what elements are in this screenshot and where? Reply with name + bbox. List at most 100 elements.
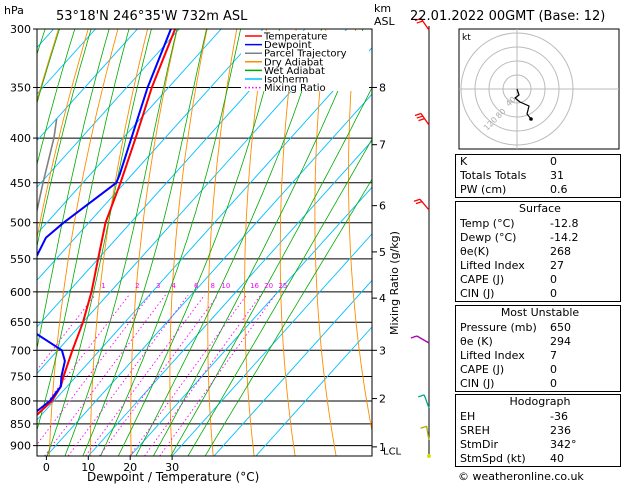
km-tick-label: 3: [379, 344, 386, 357]
hodo-eh: EH-36: [456, 410, 620, 424]
km-tick-label: 6: [379, 200, 386, 213]
hodo-stmspd: StmSpd (kt)40: [456, 452, 620, 466]
wet-adiabat-line: [204, 29, 462, 458]
dry-adiabat-line: [208, 29, 237, 456]
surface-panel: Surface Temp (°C)-12.8 Dewp (°C)-14.2 θe…: [455, 201, 621, 302]
wind-barb-flag: [414, 199, 420, 201]
mixing-ratio-label: 2: [135, 282, 139, 290]
mu-theta-e: θe (K)294: [456, 335, 620, 349]
surface-cape: CAPE (J)0: [456, 273, 620, 287]
hodograph-storm-motion: [529, 117, 533, 121]
surface-dewp: Dewp (°C)-14.2: [456, 231, 620, 245]
header-datetime: 22.01.2022 00GMT (Base: 12): [410, 9, 605, 24]
y-tick-label: 350: [10, 81, 31, 94]
y-tick-label: 300: [10, 23, 31, 36]
wet-adiabat-line: [117, 29, 279, 458]
mixing-ratio-label: 3: [156, 282, 160, 290]
dry-adiabat-line: [349, 29, 378, 456]
wind-barb-flag: [418, 395, 424, 397]
y-tick-label: 900: [10, 440, 31, 453]
km-tick-label: 4: [379, 292, 386, 305]
mixing-ratio-label: 1: [101, 282, 105, 290]
mixing-ratio-label: 6: [194, 282, 199, 290]
header-location: 53°18'N 246°35'W 732m ASL: [56, 9, 248, 24]
y-axis-label: hPa: [4, 4, 24, 17]
mixing-ratio-axis-label: Mixing Ratio (g/kg): [388, 231, 401, 335]
mixing-ratio-line: [28, 295, 150, 456]
dry-adiabat-line: [49, 29, 118, 456]
surface-temp: Temp (°C)-12.8: [456, 217, 620, 231]
wind-barb-flag: [417, 116, 423, 118]
wind-barb: [424, 395, 429, 408]
km-tick-label: 2: [379, 393, 386, 406]
y-tick-label: 450: [10, 177, 31, 190]
most-unstable-panel: Most Unstable Pressure (mb)650 θe (K)294…: [455, 305, 621, 392]
km-tick-label: 8: [379, 81, 386, 94]
most-unstable-title: Most Unstable: [456, 306, 620, 321]
x-axis-label: Dewpoint / Temperature (°C): [87, 470, 259, 484]
isotherm-line: [5, 29, 389, 456]
mu-pressure: Pressure (mb)650: [456, 321, 620, 335]
y-tick-label: 800: [10, 395, 31, 408]
mixing-ratio-label: 20: [264, 282, 273, 290]
lcl-label: LCL: [383, 447, 402, 458]
wind-barb-flag: [419, 119, 425, 121]
y-tick-label: 850: [10, 418, 31, 431]
wind-barb-flag: [416, 202, 422, 204]
wind-barb-flag: [421, 426, 427, 428]
surface-title: Surface: [456, 202, 620, 217]
legend-label: Mixing Ratio: [264, 83, 326, 94]
km-tick-label: 5: [379, 246, 386, 259]
surface-wind-dot: [427, 454, 431, 458]
wind-barb: [420, 199, 429, 210]
y-tick-label: 400: [10, 132, 31, 145]
wind-barb-flag: [411, 336, 417, 338]
copyright-footer: © weatheronline.co.uk: [458, 470, 584, 483]
y-tick-label: 650: [10, 316, 31, 329]
index-pw: PW (cm)0.6: [456, 183, 620, 197]
wind-barb-flag: [415, 114, 421, 116]
mixing-ratio-line: [130, 295, 247, 456]
mixing-ratio-label: 8: [210, 282, 214, 290]
mixing-ratio-line: [86, 295, 205, 456]
dry-adiabat-line: [90, 29, 147, 456]
surface-cin: CIN (J)0: [456, 287, 620, 301]
isotherm-line: [0, 29, 305, 456]
wet-adiabat-line: [64, 29, 177, 458]
dry-adiabat-line: [413, 29, 459, 456]
hodograph-title: Hodograph: [456, 395, 620, 410]
wet-adiabat-line: [46, 29, 151, 458]
km-tick-label: 7: [379, 139, 386, 152]
wind-barb: [417, 336, 429, 343]
dry-adiabat-line: [623, 29, 629, 456]
y-tick-label: 550: [10, 253, 31, 266]
x-tick-label: 0: [43, 461, 50, 474]
surface-theta-e: θe(K)268: [456, 245, 620, 259]
mixing-ratio-label: 16: [250, 282, 259, 290]
y-tick-label: 700: [10, 344, 31, 357]
mixing-ratio-label: 10: [221, 282, 230, 290]
mu-cin: CIN (J)0: [456, 377, 620, 391]
mixing-ratio-label: 4: [171, 282, 176, 290]
hodograph-unit: kt: [462, 33, 471, 43]
y-tick-label: 500: [10, 217, 31, 230]
y-tick-label: 600: [10, 286, 31, 299]
wind-profile: [411, 19, 431, 458]
mu-cape: CAPE (J)0: [456, 363, 620, 377]
km-axis-title: km: [374, 2, 391, 15]
mixing-ratio-label: 25: [278, 282, 287, 290]
km-axis-title: ASL: [374, 15, 396, 28]
y-tick-label: 750: [10, 370, 31, 383]
wet-adiabat-line: [0, 29, 6, 458]
